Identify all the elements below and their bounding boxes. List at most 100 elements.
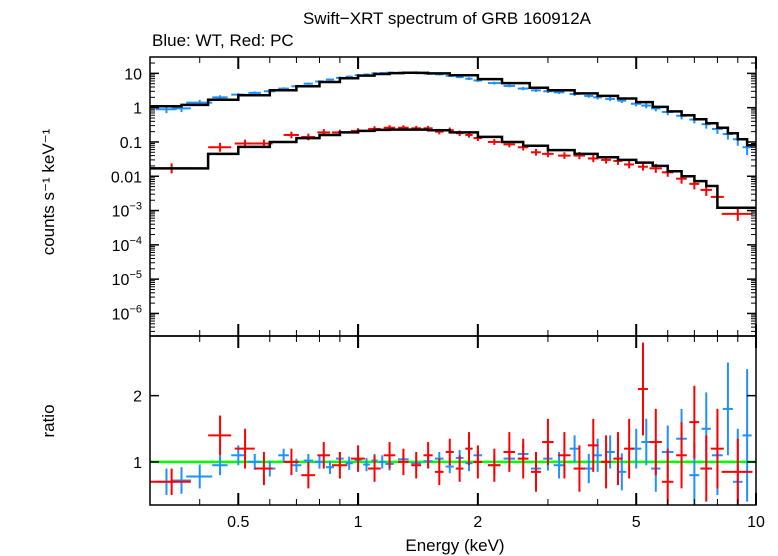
spectrum-y-tick-label: 10−3 bbox=[112, 201, 142, 221]
chart-title: Swift−XRT spectrum of GRB 160912A bbox=[303, 9, 592, 28]
ratio-wt-point bbox=[345, 456, 353, 470]
ratio-pc-point bbox=[383, 442, 396, 469]
ratio-pc-point bbox=[434, 458, 444, 486]
spectrum-wt-point bbox=[303, 82, 313, 85]
x-tick-label: 2 bbox=[473, 514, 482, 531]
ratio-y-tick-label: 1 bbox=[133, 455, 142, 472]
ratio-pc-point bbox=[254, 451, 273, 486]
ratio-pc-point bbox=[700, 435, 712, 502]
ratio-pc-point bbox=[332, 451, 348, 479]
spectrum-wt-point bbox=[503, 84, 516, 88]
ratio-y-tick-label: 2 bbox=[133, 389, 142, 406]
ratio-pc-point bbox=[624, 418, 635, 479]
ratio-pc-point bbox=[208, 415, 232, 456]
spectrum-wt-point bbox=[605, 96, 615, 102]
spectrum-pc-point bbox=[208, 142, 232, 152]
ratio-data-area bbox=[150, 342, 756, 505]
ratio-wt-point bbox=[742, 369, 752, 502]
ratio-pc-point bbox=[573, 445, 586, 492]
ratio-pc-point bbox=[473, 445, 483, 479]
ratio-pc-point bbox=[530, 451, 541, 492]
x-tick-label: 1 bbox=[354, 514, 363, 531]
spectrum-y-tick-label: 10 bbox=[124, 66, 142, 83]
spectrum-pc-point bbox=[283, 131, 299, 139]
spectrum-y-tick-label: 10−6 bbox=[112, 303, 142, 323]
spectrum-pc-point bbox=[721, 206, 753, 221]
ratio-wt-point bbox=[593, 438, 602, 472]
ratio-wt-point bbox=[291, 458, 302, 472]
spectrum-wt-model-line bbox=[150, 71, 756, 147]
ratio-pc-point bbox=[649, 408, 662, 476]
ratio-pc-point bbox=[368, 455, 381, 482]
ratio-wt-point bbox=[641, 418, 652, 466]
spectrum-pc-point bbox=[587, 154, 599, 163]
spectrum-y-tick-label: 1 bbox=[133, 101, 142, 118]
ratio-pc-point bbox=[301, 461, 316, 489]
spectrum-y-axis-label: counts s⁻¹ keV⁻¹ bbox=[39, 128, 58, 255]
spectrum-wt-point bbox=[517, 86, 529, 91]
ratio-wt-point bbox=[278, 448, 289, 462]
x-tick-label: 10 bbox=[747, 514, 765, 531]
spectrum-wt-point bbox=[530, 88, 541, 93]
ratio-pc-point bbox=[445, 438, 454, 466]
ratio-wt-point bbox=[363, 457, 370, 472]
ratio-frame bbox=[149, 335, 757, 506]
chart-subtitle: Blue: WT, Red: PC bbox=[152, 31, 294, 50]
ratio-pc-point bbox=[721, 438, 753, 505]
ratio-wt-point bbox=[722, 362, 733, 456]
x-tick-labels: 0.5 1 2 5 10 bbox=[227, 514, 765, 531]
spectrum-pc-point bbox=[624, 160, 635, 169]
spectrum-wt-point bbox=[248, 91, 261, 95]
ratio-pc-point bbox=[661, 448, 674, 505]
ratio-pc-point bbox=[637, 342, 648, 436]
ratio-pc-point bbox=[542, 418, 554, 466]
ratio-pc-point bbox=[411, 451, 422, 479]
ratio-wt-point bbox=[171, 467, 191, 494]
ratio-pc-point bbox=[351, 445, 365, 472]
ratio-pc-point bbox=[587, 418, 599, 472]
x-axis-label: Energy (keV) bbox=[405, 536, 504, 555]
ratio-pc-point bbox=[487, 448, 501, 482]
ratio-pc-point bbox=[317, 442, 330, 469]
ratio-pc-point bbox=[150, 468, 191, 496]
x-tick-label: 5 bbox=[632, 514, 641, 531]
ratio-wt-point bbox=[569, 435, 580, 462]
spectrum-pc-model-line bbox=[150, 128, 756, 210]
spectrum-y-tick-label: 0.01 bbox=[111, 169, 142, 186]
ratio-y-axis-label: ratio bbox=[39, 404, 58, 437]
x-tick-label: 0.5 bbox=[227, 514, 249, 531]
spectrum-y-tick-label: 0.1 bbox=[120, 135, 142, 152]
spectrum-wt-point bbox=[325, 78, 335, 81]
ratio-pc-point bbox=[423, 442, 433, 469]
ratio-pc-point bbox=[283, 448, 299, 476]
spectrum-pc-point bbox=[558, 152, 571, 159]
ratio-wt-point bbox=[379, 455, 386, 469]
spectrum-data-area bbox=[150, 71, 756, 221]
spectrum-wt-point bbox=[641, 102, 652, 109]
ratio-wt-point bbox=[315, 455, 324, 469]
ratio-pc-point bbox=[558, 432, 571, 479]
ratio-pc-point bbox=[465, 432, 473, 466]
ratio-wt-point bbox=[584, 453, 594, 484]
spectrum-wt-point bbox=[487, 81, 501, 85]
ratio-wt-point bbox=[553, 451, 565, 479]
ratio-wt-point bbox=[248, 453, 261, 470]
spectrum-pc-point bbox=[487, 138, 501, 145]
spectrum-y-tick-label: 10−5 bbox=[112, 269, 142, 289]
ratio-wt-point bbox=[212, 455, 228, 476]
spectrum-pc-point bbox=[530, 148, 541, 156]
ratio-pc-point bbox=[517, 438, 529, 479]
spectrum-frame bbox=[149, 56, 757, 337]
spectrum-y-tick-label: 10−4 bbox=[112, 235, 142, 255]
ratio-pc-point bbox=[710, 408, 724, 489]
ratio-pc-point bbox=[503, 432, 516, 472]
spectrum-panel: 10 1 0.1 0.01 10−3 10−4 10−5 10−6 bbox=[111, 56, 757, 337]
spectrum-pc-point bbox=[637, 162, 648, 171]
ratio-pc-point bbox=[689, 385, 700, 459]
ratio-pc-point bbox=[398, 448, 409, 476]
spectrum-pc-point bbox=[542, 150, 554, 158]
ratio-pc-point bbox=[601, 435, 611, 489]
ratio-pc-point bbox=[613, 432, 623, 486]
spectrum-wt-point bbox=[465, 77, 473, 81]
